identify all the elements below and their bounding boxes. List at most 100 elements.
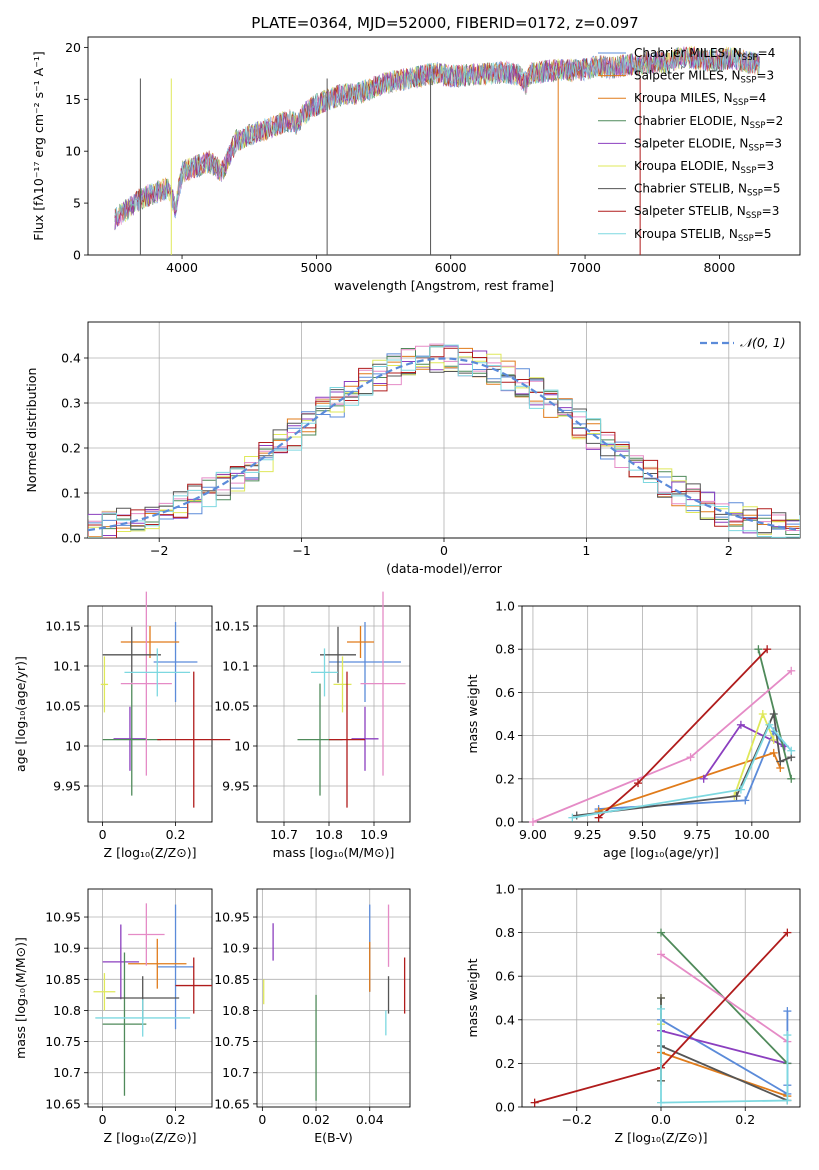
legend-label: Salpeter MILES, NSSP=3 [634, 69, 774, 86]
y-tick-label: 1.0 [495, 599, 515, 614]
y-tick-label: 10 [65, 739, 81, 754]
axes-frame [87, 888, 213, 1108]
massweight-vs-age-panel: 9.00 9.25 9.50 9.75 10.00 0.0 0.2 0.4 0.6 0.8 1.0 a… [465, 599, 801, 860]
x-tick-label: 0 [440, 543, 448, 558]
y-axis-label: mass [log₁₀(M/M⊙)] [13, 937, 28, 1059]
x-tick-label: 9.00 [519, 827, 547, 842]
x-axis-label: age [log₁₀(age/yr)] [603, 845, 719, 860]
y-tick-label: 9.95 [222, 779, 250, 794]
y-tick-label: 10.95 [214, 910, 250, 925]
y-axis-label: Normed distribution [24, 368, 39, 493]
x-tick-label: −0.2 [562, 1112, 592, 1127]
y-tick-label: 10.9 [53, 941, 81, 956]
axes-frame [521, 888, 801, 1108]
legend-label: Salpeter ELODIE, NSSP=3 [634, 136, 782, 153]
weight-series-line [660, 1051, 788, 1097]
y-tick-label: 10.1 [53, 659, 81, 674]
legend-label: Chabrier MILES, NSSP=4 [634, 46, 775, 63]
x-tick-label: 0.2 [166, 827, 186, 842]
x-tick-label: 10.00 [734, 827, 770, 842]
weight-series-line [660, 998, 788, 1102]
x-tick-label: 9.75 [683, 827, 711, 842]
histogram-series [88, 356, 800, 538]
y-tick-label: 10.7 [53, 1065, 81, 1080]
y-tick-label: 0.2 [61, 441, 81, 456]
axes-frame [521, 605, 801, 823]
mass-vs-Z-panel: 0 0.2 10.65 10.7 10.75 10.8 10.85 10.9 10.95 Z [l… [13, 888, 213, 1145]
x-tick-label: 9.25 [574, 827, 602, 842]
weight-series-line [572, 723, 792, 819]
y-tick-label: 0.8 [495, 925, 515, 940]
normal-curve [88, 357, 800, 532]
weight-series-line [660, 1008, 789, 1104]
spectrum-series-line [114, 46, 760, 230]
y-tick-label: 0.4 [61, 351, 81, 366]
x-tick-label: 0.0 [651, 1112, 671, 1127]
y-tick-label: 0.0 [495, 815, 515, 830]
y-tick-label: 1.0 [495, 882, 515, 897]
histogram-series [88, 344, 800, 538]
x-axis-label: wavelength [Angstrom, rest frame] [334, 278, 554, 293]
axes-frame [87, 605, 213, 823]
x-tick-label: 2 [725, 543, 733, 558]
x-tick-label: 8000 [703, 260, 735, 275]
y-tick-label: 5 [73, 196, 81, 211]
y-tick-label: 10.15 [45, 619, 81, 634]
spectrum-series-line [114, 47, 760, 223]
histogram-series [88, 347, 800, 538]
spectrum-lines [114, 45, 760, 255]
y-tick-label: 10.1 [222, 659, 250, 674]
x-axis-label: Z [log₁₀(Z/Z⊙)] [104, 1130, 197, 1145]
y-tick-label: 10.65 [214, 1096, 250, 1111]
y-tick-label: 10.65 [45, 1096, 81, 1111]
y-tick-label: 10.95 [45, 910, 81, 925]
x-tick-label: 1 [582, 543, 590, 558]
age-vs-mass-panel: 10.7 10.8 10.9 9.95 10 10.05 10.1 10.15 mass [lo… [214, 591, 411, 860]
x-axis-label: Z [log₁₀(Z/Z⊙)] [104, 845, 197, 860]
legend-label: Salpeter STELIB, NSSP=3 [634, 204, 779, 221]
x-tick-label: 10.7 [270, 827, 298, 842]
y-tick-label: 20 [65, 40, 81, 55]
age-vs-Z-panel: 0 0.2 9.95 10 10.05 10.1 10.15 Z [log₁₀(Z/Z⊙)] a… [13, 591, 231, 860]
y-axis-label: mass weight [465, 674, 480, 753]
x-tick-label: −1 [292, 543, 310, 558]
y-tick-label: 0.0 [495, 1100, 515, 1115]
x-tick-label: 10.9 [360, 827, 388, 842]
axes-frame [256, 888, 411, 1108]
axes-frame [87, 321, 801, 539]
y-tick-label: 10.9 [222, 941, 250, 956]
y-tick-label: 10.8 [222, 1003, 250, 1018]
weight-series-line [660, 1029, 788, 1065]
y-tick-label: 0.1 [61, 486, 81, 501]
y-tick-label: 0.4 [495, 1012, 515, 1027]
massweight-vs-Z-panel: −0.2 0.0 0.2 0.0 0.2 0.4 0.6 0.8 1.0 Z [log₁₀(Z/Z… [465, 882, 801, 1145]
y-tick-label: 10 [65, 144, 81, 159]
legend-label: Chabrier STELIB, NSSP=5 [634, 182, 781, 199]
y-tick-label: 0.3 [61, 396, 81, 411]
y-tick-label: 10.85 [214, 972, 250, 987]
y-axis-label: mass weight [465, 958, 480, 1037]
y-tick-label: 10.75 [214, 1034, 250, 1049]
y-tick-label: 15 [65, 92, 81, 107]
spectrum-panel: 4000 5000 6000 7000 8000 0 5 10 15 20 wavelength [… [31, 36, 801, 293]
y-tick-label: 0.6 [495, 969, 515, 984]
y-tick-label: 10.7 [222, 1065, 250, 1080]
legend-label: Kroupa ELODIE, NSSP=3 [634, 159, 774, 176]
y-tick-label: 10.85 [45, 972, 81, 987]
x-tick-label: 10.8 [315, 827, 343, 842]
y-tick-label: 10.15 [214, 619, 250, 634]
axes-frame [256, 605, 411, 823]
y-tick-label: 10.05 [45, 699, 81, 714]
x-axis-label: Z [log₁₀(Z/Z⊙)] [615, 1130, 708, 1145]
legend-label: Kroupa MILES, NSSP=4 [634, 91, 766, 108]
y-tick-label: 0 [73, 248, 81, 263]
axes-frame [87, 36, 801, 256]
residuals-panel: −2 −1 0 1 2 0.0 0.1 0.2 0.3 0.4 (data-model)/error… [24, 321, 801, 576]
y-tick-label: 9.95 [53, 779, 81, 794]
x-tick-label: 0.02 [302, 1112, 330, 1127]
weight-series-line [660, 1011, 789, 1096]
y-tick-label: 0.0 [61, 531, 81, 546]
y-axis-label: age [log₁₀(age/yr)] [13, 656, 28, 772]
weight-series-line [660, 953, 788, 1043]
